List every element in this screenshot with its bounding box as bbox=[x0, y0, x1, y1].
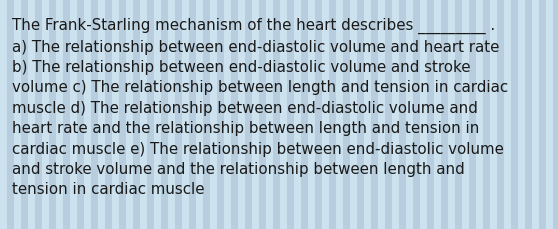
Bar bbox=[378, 0, 385, 229]
Bar bbox=[189, 0, 196, 229]
Bar bbox=[56, 0, 63, 229]
Bar bbox=[483, 0, 490, 229]
Bar bbox=[308, 0, 315, 229]
Bar bbox=[294, 0, 301, 229]
Bar bbox=[357, 0, 364, 229]
Bar bbox=[259, 0, 266, 229]
Bar bbox=[490, 0, 497, 229]
Bar bbox=[455, 0, 462, 229]
Bar bbox=[518, 0, 525, 229]
Bar bbox=[119, 0, 126, 229]
Bar bbox=[91, 0, 98, 229]
Bar bbox=[392, 0, 399, 229]
Bar bbox=[280, 0, 287, 229]
Bar bbox=[245, 0, 252, 229]
Bar bbox=[70, 0, 77, 229]
Bar bbox=[252, 0, 259, 229]
Bar bbox=[224, 0, 231, 229]
Bar bbox=[273, 0, 280, 229]
Bar bbox=[434, 0, 441, 229]
Bar bbox=[350, 0, 357, 229]
Bar bbox=[77, 0, 84, 229]
Bar bbox=[504, 0, 511, 229]
Bar bbox=[462, 0, 469, 229]
Bar bbox=[140, 0, 147, 229]
Bar bbox=[105, 0, 112, 229]
Bar bbox=[511, 0, 518, 229]
Bar bbox=[469, 0, 476, 229]
Bar bbox=[161, 0, 168, 229]
Bar bbox=[203, 0, 210, 229]
Bar bbox=[98, 0, 105, 229]
Bar bbox=[112, 0, 119, 229]
Bar bbox=[539, 0, 546, 229]
Bar bbox=[371, 0, 378, 229]
Bar bbox=[343, 0, 350, 229]
Bar bbox=[168, 0, 175, 229]
Bar bbox=[49, 0, 56, 229]
Bar bbox=[399, 0, 406, 229]
Bar bbox=[154, 0, 161, 229]
Bar bbox=[364, 0, 371, 229]
Bar bbox=[210, 0, 217, 229]
Bar bbox=[238, 0, 245, 229]
Bar bbox=[546, 0, 553, 229]
Bar bbox=[441, 0, 448, 229]
Bar bbox=[63, 0, 70, 229]
Bar bbox=[532, 0, 539, 229]
Bar bbox=[0, 0, 7, 229]
Bar bbox=[133, 0, 140, 229]
Bar bbox=[448, 0, 455, 229]
Bar bbox=[175, 0, 182, 229]
Bar bbox=[35, 0, 42, 229]
Bar bbox=[147, 0, 154, 229]
Bar bbox=[385, 0, 392, 229]
Bar bbox=[126, 0, 133, 229]
Bar bbox=[413, 0, 420, 229]
Bar bbox=[301, 0, 308, 229]
Bar bbox=[427, 0, 434, 229]
Bar bbox=[497, 0, 504, 229]
Bar bbox=[21, 0, 28, 229]
Bar bbox=[406, 0, 413, 229]
Bar bbox=[42, 0, 49, 229]
Bar bbox=[14, 0, 21, 229]
Bar bbox=[525, 0, 532, 229]
Text: The Frank-Starling mechanism of the heart describes _________ .
a) The relations: The Frank-Starling mechanism of the hear… bbox=[12, 18, 508, 197]
Bar bbox=[420, 0, 427, 229]
Bar bbox=[196, 0, 203, 229]
Bar bbox=[322, 0, 329, 229]
Bar bbox=[28, 0, 35, 229]
Bar bbox=[329, 0, 336, 229]
Bar bbox=[217, 0, 224, 229]
Bar bbox=[476, 0, 483, 229]
Bar bbox=[182, 0, 189, 229]
Bar bbox=[336, 0, 343, 229]
Bar bbox=[287, 0, 294, 229]
Bar bbox=[266, 0, 273, 229]
Bar bbox=[84, 0, 91, 229]
Bar bbox=[315, 0, 322, 229]
Bar bbox=[7, 0, 14, 229]
Bar bbox=[553, 0, 558, 229]
Bar bbox=[231, 0, 238, 229]
